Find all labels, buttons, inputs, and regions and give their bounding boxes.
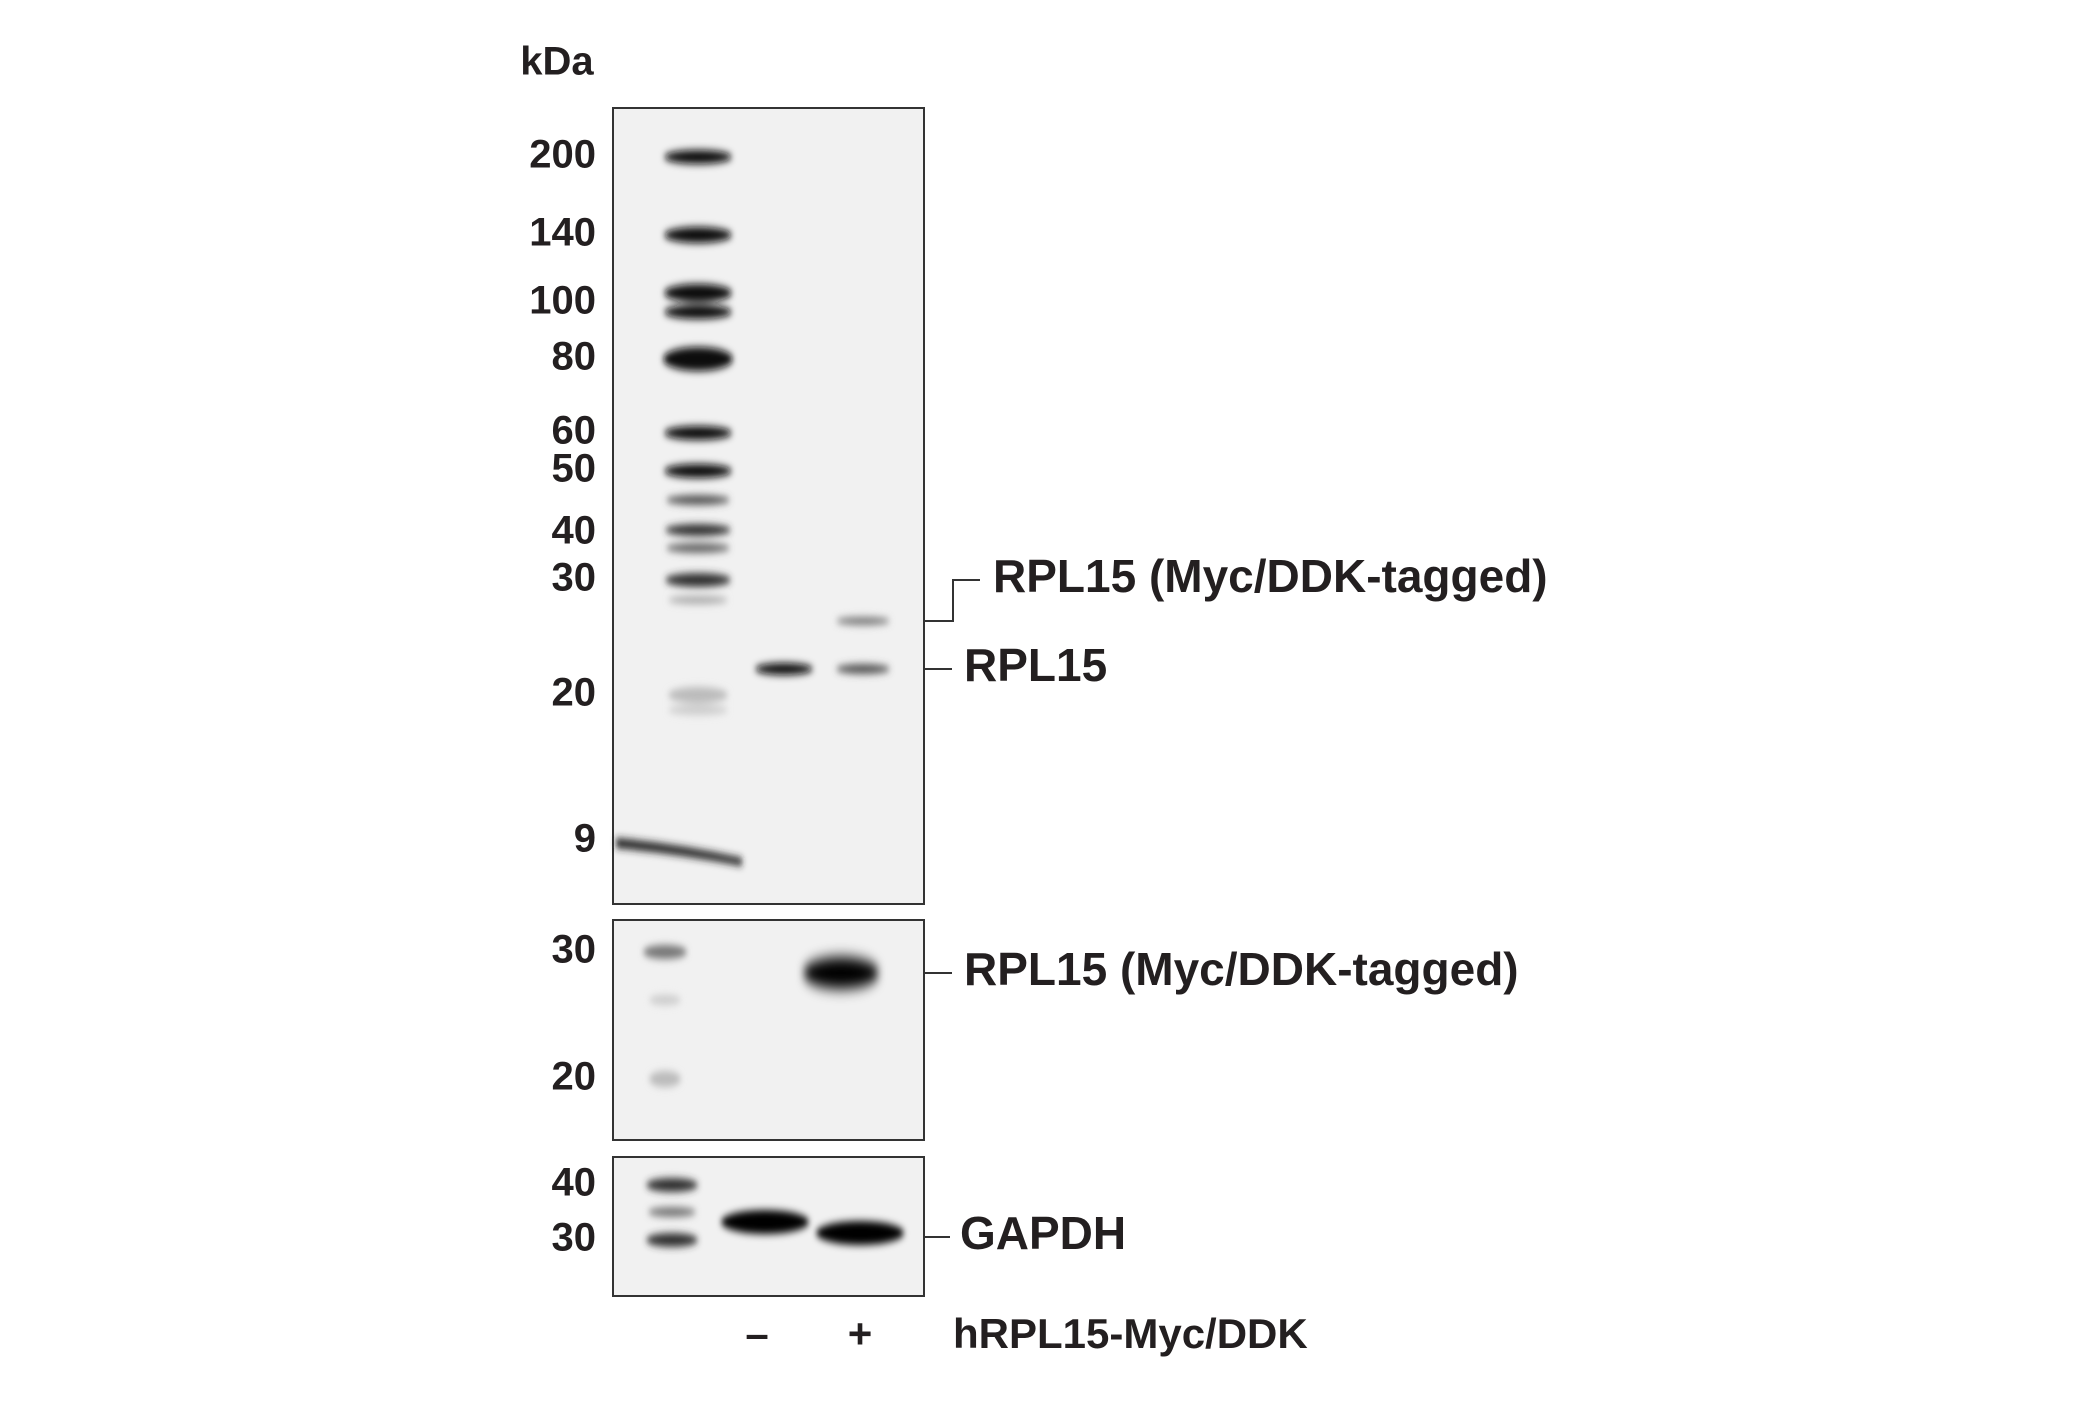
marker-label: 9 <box>574 817 596 861</box>
blot-panel <box>612 107 925 905</box>
marker-label: 80 <box>552 335 597 379</box>
marker-label: 30 <box>552 556 597 600</box>
marker-label: 20 <box>552 1055 597 1099</box>
bands <box>616 150 890 866</box>
unit-label: kDa <box>520 40 594 84</box>
bands <box>643 945 879 1087</box>
treatment-label: hRPL15-Myc/DDK <box>953 1310 1308 1357</box>
band-label: RPL15 (Myc/DDK-tagged) <box>964 943 1519 995</box>
marker-label: 140 <box>529 211 596 255</box>
marker-label: 40 <box>552 509 597 553</box>
marker-label: 200 <box>529 133 596 177</box>
marker-label: 20 <box>552 671 597 715</box>
marker-label: 50 <box>552 447 597 491</box>
marker-label: 30 <box>552 1216 597 1260</box>
leader-line <box>924 579 980 622</box>
marker-label: 30 <box>552 928 597 972</box>
lane-label: – <box>745 1310 768 1357</box>
marker-label: 40 <box>552 1161 597 1205</box>
lane-label: + <box>848 1310 873 1357</box>
bands <box>646 1178 904 1247</box>
band-label: GAPDH <box>960 1207 1126 1259</box>
band-label: RPL15 <box>964 639 1107 691</box>
band-label: RPL15 (Myc/DDK-tagged) <box>993 550 1548 602</box>
marker-label: 100 <box>529 279 596 323</box>
marker-label: 60 <box>552 409 597 453</box>
